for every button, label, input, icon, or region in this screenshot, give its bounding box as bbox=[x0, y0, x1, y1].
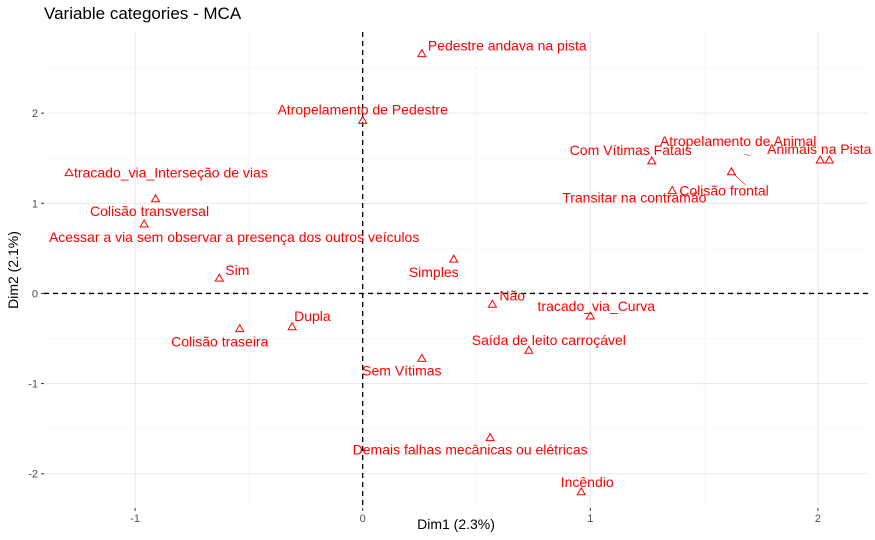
data-point bbox=[815, 155, 826, 164]
y-tick-label: 1 bbox=[32, 198, 38, 210]
y-tick-label: -2 bbox=[28, 469, 38, 481]
data-point bbox=[139, 219, 150, 228]
label-leader-line bbox=[744, 153, 751, 157]
y-tick-label: 2 bbox=[32, 108, 38, 120]
data-point bbox=[585, 310, 596, 320]
point-label: Colisão transversal bbox=[90, 203, 209, 219]
data-point bbox=[214, 273, 225, 282]
data-point bbox=[824, 155, 835, 164]
data-point bbox=[448, 254, 459, 263]
x-tick-label: 2 bbox=[815, 513, 821, 525]
point-label: Sim bbox=[225, 262, 249, 278]
point-label: Demais falhas mecânicas ou elétricas bbox=[353, 442, 588, 458]
point-label: Colisão traseira bbox=[171, 334, 268, 350]
data-point bbox=[150, 193, 161, 203]
point-label: Atropelamento de Animal bbox=[660, 133, 816, 149]
data-point bbox=[64, 167, 74, 177]
data-point bbox=[357, 115, 368, 124]
point-label: Atropelamento de Pedestre bbox=[277, 101, 448, 117]
data-point bbox=[646, 155, 657, 165]
points-layer bbox=[64, 48, 835, 496]
labels-layer: Pedestre andava na pista Atropelamento de… bbox=[49, 38, 872, 490]
point-label: Acessar a via sem observar a presença do… bbox=[49, 229, 419, 245]
data-point bbox=[487, 299, 498, 308]
data-point bbox=[667, 185, 678, 195]
point-label: Animais na Pista bbox=[767, 141, 871, 157]
point-label: tracado_via_Interseção de vias bbox=[74, 165, 268, 181]
y-axis-title: Dim2 (2.1%) bbox=[5, 231, 21, 309]
x-tick-label: -1 bbox=[130, 513, 140, 525]
point-label: Incêndio bbox=[561, 474, 614, 490]
data-point bbox=[726, 166, 737, 176]
point-label: Colisão frontal bbox=[679, 183, 769, 199]
data-point bbox=[523, 345, 534, 354]
x-tick-label: 0 bbox=[360, 513, 366, 525]
point-label: Não bbox=[499, 287, 525, 303]
data-point bbox=[416, 353, 427, 362]
x-axis-title: Dim1 (2.3%) bbox=[417, 516, 495, 532]
x-tick-label: 1 bbox=[587, 513, 593, 525]
data-point bbox=[234, 323, 245, 333]
label-leader-line bbox=[733, 173, 746, 185]
point-label: Dupla bbox=[294, 308, 331, 324]
point-label: tracado_via_Curva bbox=[538, 298, 656, 314]
data-point bbox=[416, 48, 427, 58]
y-tick-label: -1 bbox=[28, 379, 38, 391]
point-label: Saída de leito carroçável bbox=[472, 332, 626, 348]
point-label: Com Vítimas Fatais bbox=[570, 142, 692, 158]
chart-title: Variable categories - MCA bbox=[44, 4, 242, 23]
reference-lines bbox=[44, 32, 868, 508]
data-point bbox=[485, 432, 496, 442]
point-label: Pedestre andava na pista bbox=[428, 38, 587, 54]
point-label: Transitar na contramão bbox=[562, 190, 706, 206]
y-tick-label: 0 bbox=[32, 288, 38, 300]
point-label: Simples bbox=[409, 264, 459, 280]
point-label: Sem Vítimas bbox=[362, 362, 441, 378]
data-point bbox=[576, 486, 587, 496]
data-point bbox=[287, 321, 297, 331]
axis-ticks: -1 0 1 2 -2 -1 0 1 2 bbox=[28, 108, 821, 525]
